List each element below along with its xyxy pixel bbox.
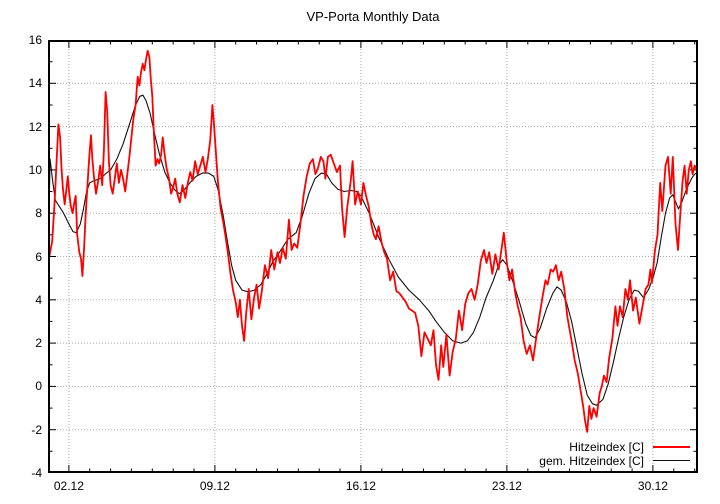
y-tick-label: 12 [28,119,42,134]
y-tick-label: 2 [35,336,42,351]
legend-label-hitzeindex: Hitzeindex [C] [569,439,644,454]
y-tick-label: 10 [28,162,42,177]
y-tick-label: 6 [35,249,42,264]
plot-area [48,40,698,473]
plot-frame [48,40,698,473]
plot-canvas [48,40,698,473]
gem-hitzeindex-line [48,94,698,406]
x-tick-label: 09.12 [199,479,230,493]
legend-line-sample-gem-hitzeindex [653,460,690,461]
y-tick-label: 0 [35,379,42,394]
legend-line-sample-hitzeindex [653,445,690,448]
legend: Hitzeindex [C] gem. Hitzeindex [C] [539,439,690,468]
x-tick-label: 16.12 [345,479,376,493]
y-tick-label: 14 [28,76,42,91]
legend-item-gem-hitzeindex: gem. Hitzeindex [C] [539,453,690,468]
legend-label-gem-hitzeindex: gem. Hitzeindex [C] [539,453,644,468]
chart-title: VP-Porta Monthly Data [306,9,440,24]
y-tick-label: 4 [35,292,42,307]
x-tick-label: 23.12 [491,479,522,493]
x-tick-label: 30.12 [637,479,668,493]
y-tick-label: -2 [31,422,42,437]
y-tick-label: -4 [31,466,42,480]
x-tick-label: 02.12 [53,479,84,493]
legend-item-hitzeindex: Hitzeindex [C] [569,439,690,454]
y-tick-label: 8 [35,206,42,221]
hitzeindex-line [48,49,698,433]
y-tick-label: 16 [28,33,42,47]
